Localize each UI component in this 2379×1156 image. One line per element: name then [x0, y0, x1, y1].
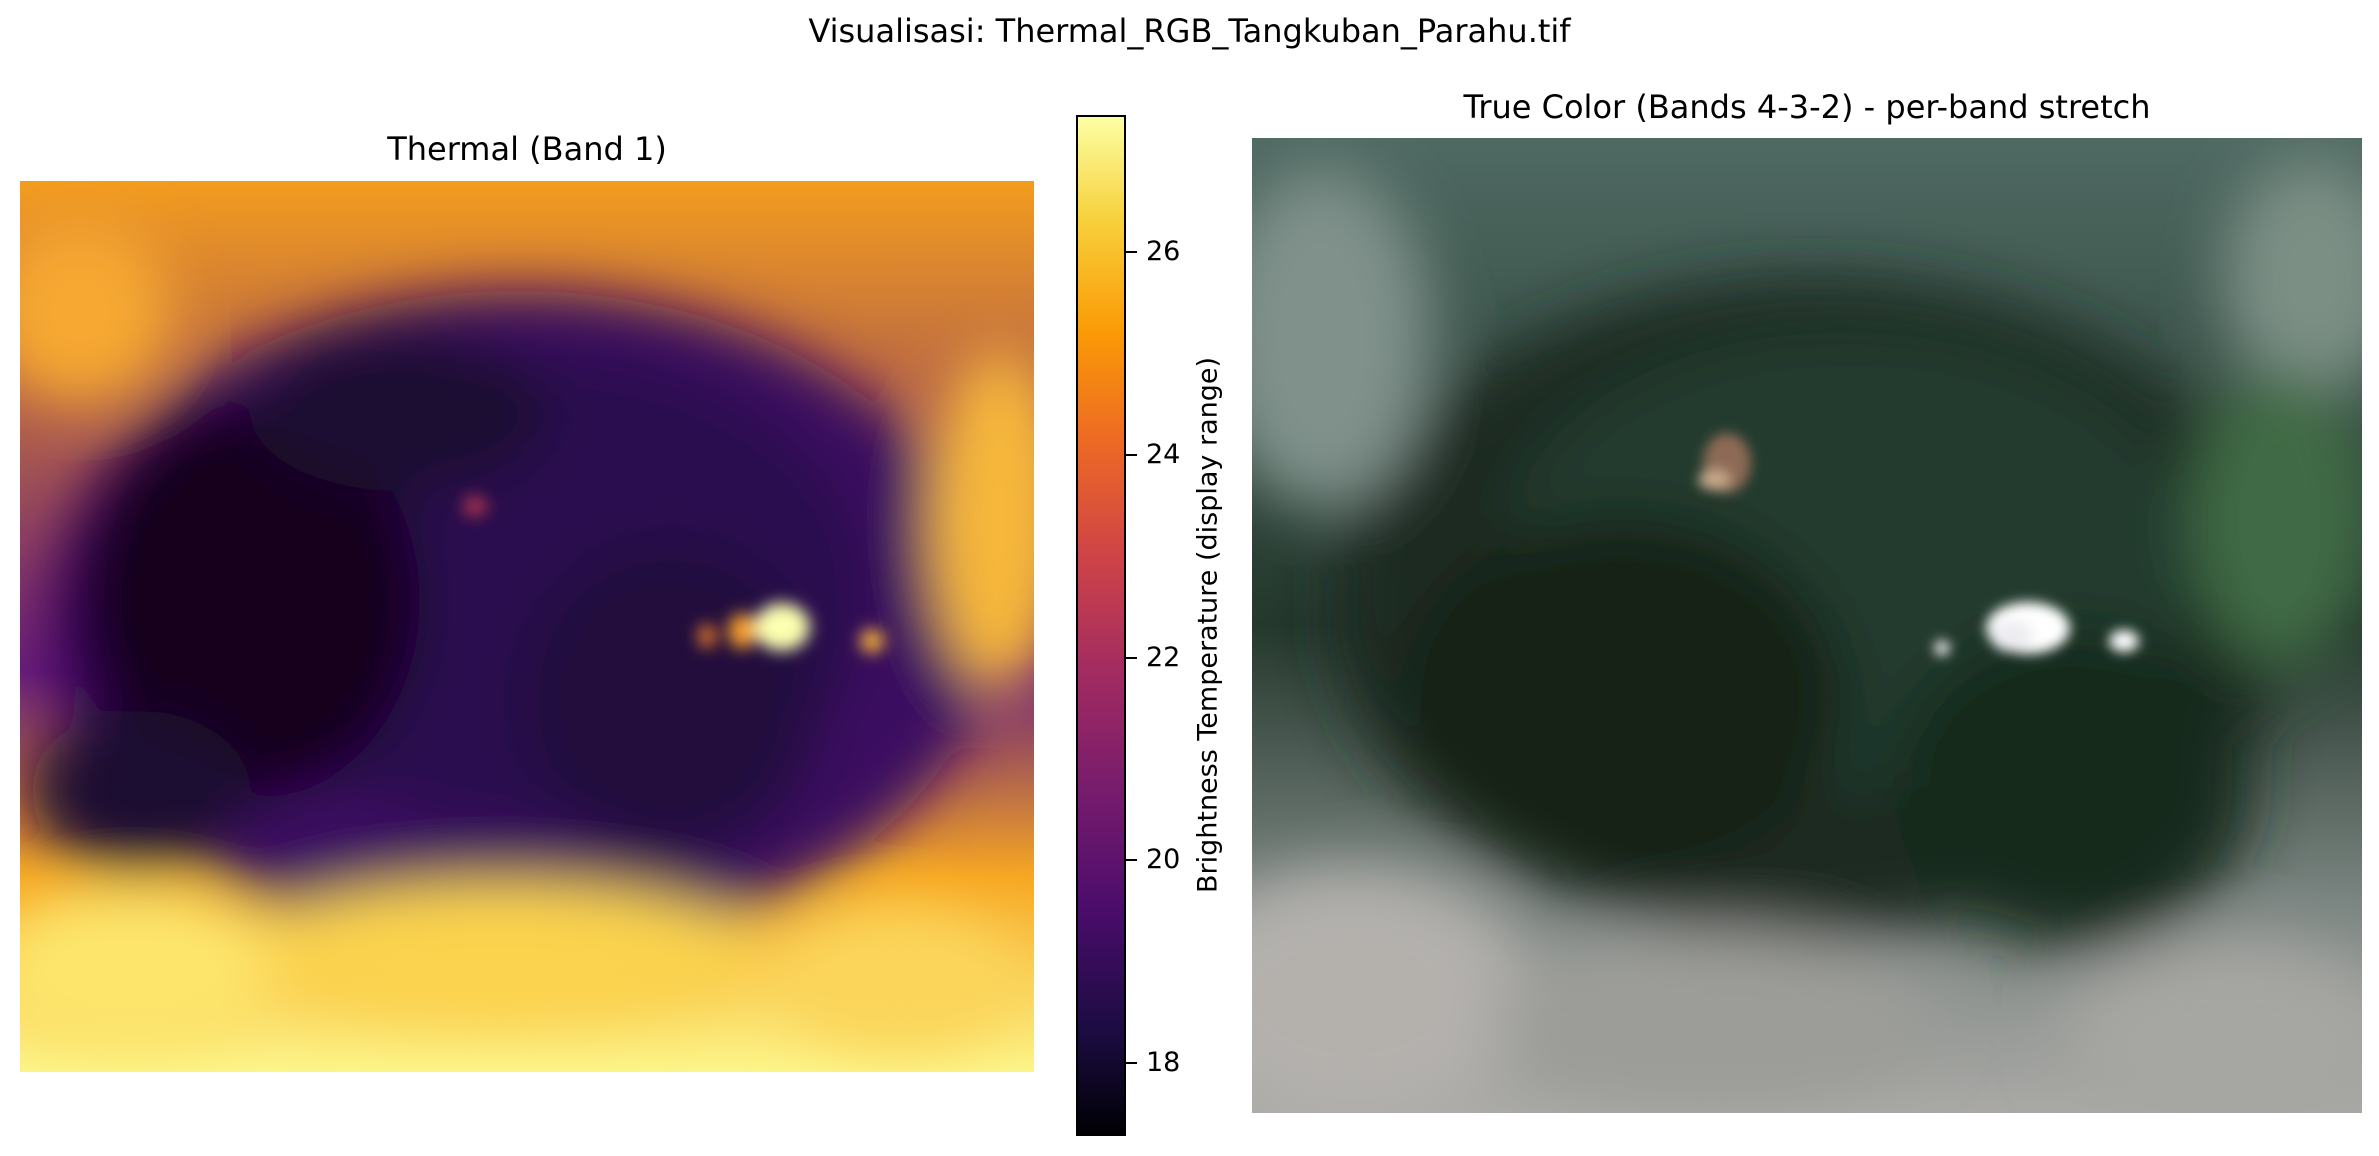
true-color-image	[1252, 138, 2362, 1113]
colorbar-tick	[1126, 657, 1137, 659]
thermal-panel-title: Thermal (Band 1)	[387, 130, 667, 168]
thermal-image	[20, 181, 1034, 1072]
colorbar-tick	[1126, 251, 1137, 253]
colorbar	[1076, 115, 1126, 1136]
colorbar-tick-label: 24	[1146, 439, 1181, 470]
colorbar-tick	[1126, 1062, 1137, 1064]
colorbar-tick	[1126, 859, 1137, 861]
colorbar-tick	[1126, 454, 1137, 456]
colorbar-tick-label: 22	[1146, 642, 1181, 673]
figure-title: Visualisasi: Thermal_RGB_Tangkuban_Parah…	[808, 12, 1571, 50]
colorbar-tick-label: 20	[1146, 844, 1181, 875]
colorbar-tick-label: 18	[1146, 1047, 1181, 1078]
rgb-panel-title: True Color (Bands 4-3-2) - per-band stre…	[1463, 88, 2151, 126]
colorbar-tick-label: 26	[1146, 236, 1181, 267]
colorbar-label: Brightness Temperature (display range)	[1192, 356, 1224, 894]
